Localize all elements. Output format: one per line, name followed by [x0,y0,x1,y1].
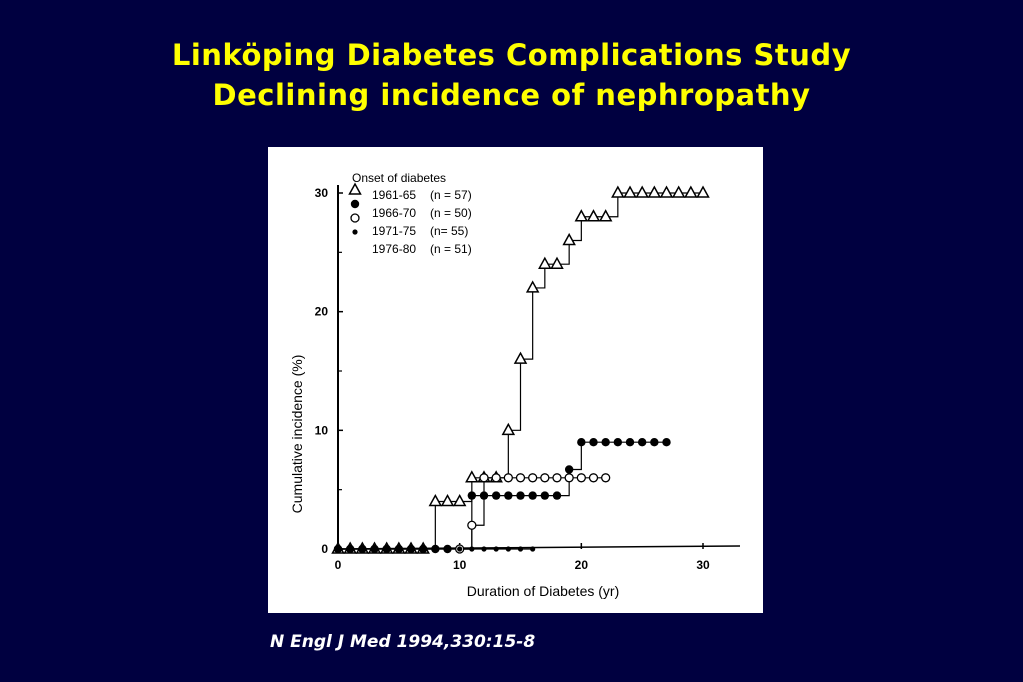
small-dot-marker [335,546,341,552]
legend-series-name: 1971-75 [372,224,416,238]
dot-marker [516,491,525,500]
legend-marker-icon [350,213,360,223]
small-dot-marker [432,546,438,552]
ring-marker [515,473,526,483]
legend-series-n: (n = 57) [430,188,472,202]
dot-marker [491,491,501,500]
tri-marker [659,185,674,198]
dot-marker [504,491,513,500]
small-dot-marker [359,546,365,552]
tri-marker [635,185,649,198]
y-axis-label: Cumulative incidence (%) [289,355,305,514]
legend-series-n: (n = 50) [430,206,472,220]
small-dot-marker [493,546,499,552]
small-dot-marker [420,546,426,552]
x-tick-label: 30 [696,558,710,572]
dot-marker [467,491,477,500]
tri-marker [428,493,443,507]
y-tick-label: 0 [321,542,328,556]
ring-marker [564,473,574,483]
ring-marker [540,473,550,483]
x-tick-label: 20 [575,558,589,572]
tri-marker [562,232,576,246]
small-dot-marker [384,546,390,552]
legend-series-n: (n = 51) [430,242,472,256]
ring-marker [576,473,586,483]
tri-marker [611,185,625,198]
x-tick-label: 0 [335,558,342,572]
tri-marker [696,185,710,198]
small-dot-marker [408,546,414,552]
tri-marker [671,185,686,198]
chart-panel: 0 10 20 30 0 10 20 30 Onset of diabetes 1961-65 (… [268,147,763,613]
small-dot-marker [347,546,353,552]
ring-marker [588,473,599,483]
slide-subtitle: Declining incidence of nephropathy [212,78,811,112]
nephropathy-chart: 0 10 20 30 0 10 20 30 Onset of diabetes 1961-65 (… [289,171,741,599]
tri-marker [647,185,662,198]
tri-marker [550,256,564,269]
tri-marker [501,422,516,436]
series-line-1966-70 [338,441,667,550]
dot-marker [479,491,489,500]
dot-marker [540,491,550,500]
small-dot-marker [457,546,463,552]
ring-marker [503,473,513,483]
dot-marker [552,491,562,500]
tri-marker [598,209,613,222]
legend-marker-icon [350,199,360,209]
tri-marker [513,351,528,364]
x-tick-label: 10 [453,558,467,572]
small-dot-marker [469,546,475,552]
small-dot-marker [530,546,536,552]
dot-marker [625,438,635,447]
tri-marker [452,493,467,507]
ring-marker [491,473,501,483]
dot-marker [662,438,671,447]
legend-series-name: 1966-70 [372,206,416,220]
dot-marker [577,438,586,447]
dot-marker [637,438,647,447]
tri-marker [538,256,552,269]
ring-marker [552,473,562,483]
small-dot-marker [371,546,378,552]
legend-series-name: 1961-65 [372,188,416,202]
tri-marker [623,185,637,198]
small-dot-marker [481,546,487,552]
dot-marker [613,438,623,447]
legend-marker-icon [352,229,358,235]
tri-marker [465,470,479,483]
citation: N Engl J Med 1994,330:15-8 [270,632,536,652]
ring-marker [479,473,489,483]
legend-title: Onset of diabetes [352,171,446,185]
small-dot-marker [505,546,511,552]
ring-marker [601,473,611,483]
small-dot-marker [444,546,451,552]
tri-marker [440,493,455,507]
y-tick-label: 30 [315,186,329,200]
small-dot-marker [517,546,524,552]
y-tick-label: 10 [315,423,329,437]
ring-marker [528,473,538,483]
series-line-1971-75 [459,477,606,550]
tri-marker [574,209,589,222]
dot-marker [589,438,598,447]
slide-title: Linköping Diabetes Complications Study [171,38,852,72]
ring-marker [467,520,477,530]
dot-marker [650,438,659,447]
dot-marker [528,491,537,500]
dot-marker [601,438,610,447]
legend-marker-icon [348,182,362,195]
tri-marker [586,209,601,222]
tri-marker [525,280,540,293]
tri-marker [684,185,698,198]
y-tick-label: 20 [315,305,329,319]
dot-marker [564,465,574,474]
small-dot-marker [396,546,402,552]
legend-series-name: 1976-80 [372,242,416,256]
legend-series-n: (n= 55) [430,224,468,238]
x-axis-label: Duration of Diabetes (yr) [467,583,620,599]
